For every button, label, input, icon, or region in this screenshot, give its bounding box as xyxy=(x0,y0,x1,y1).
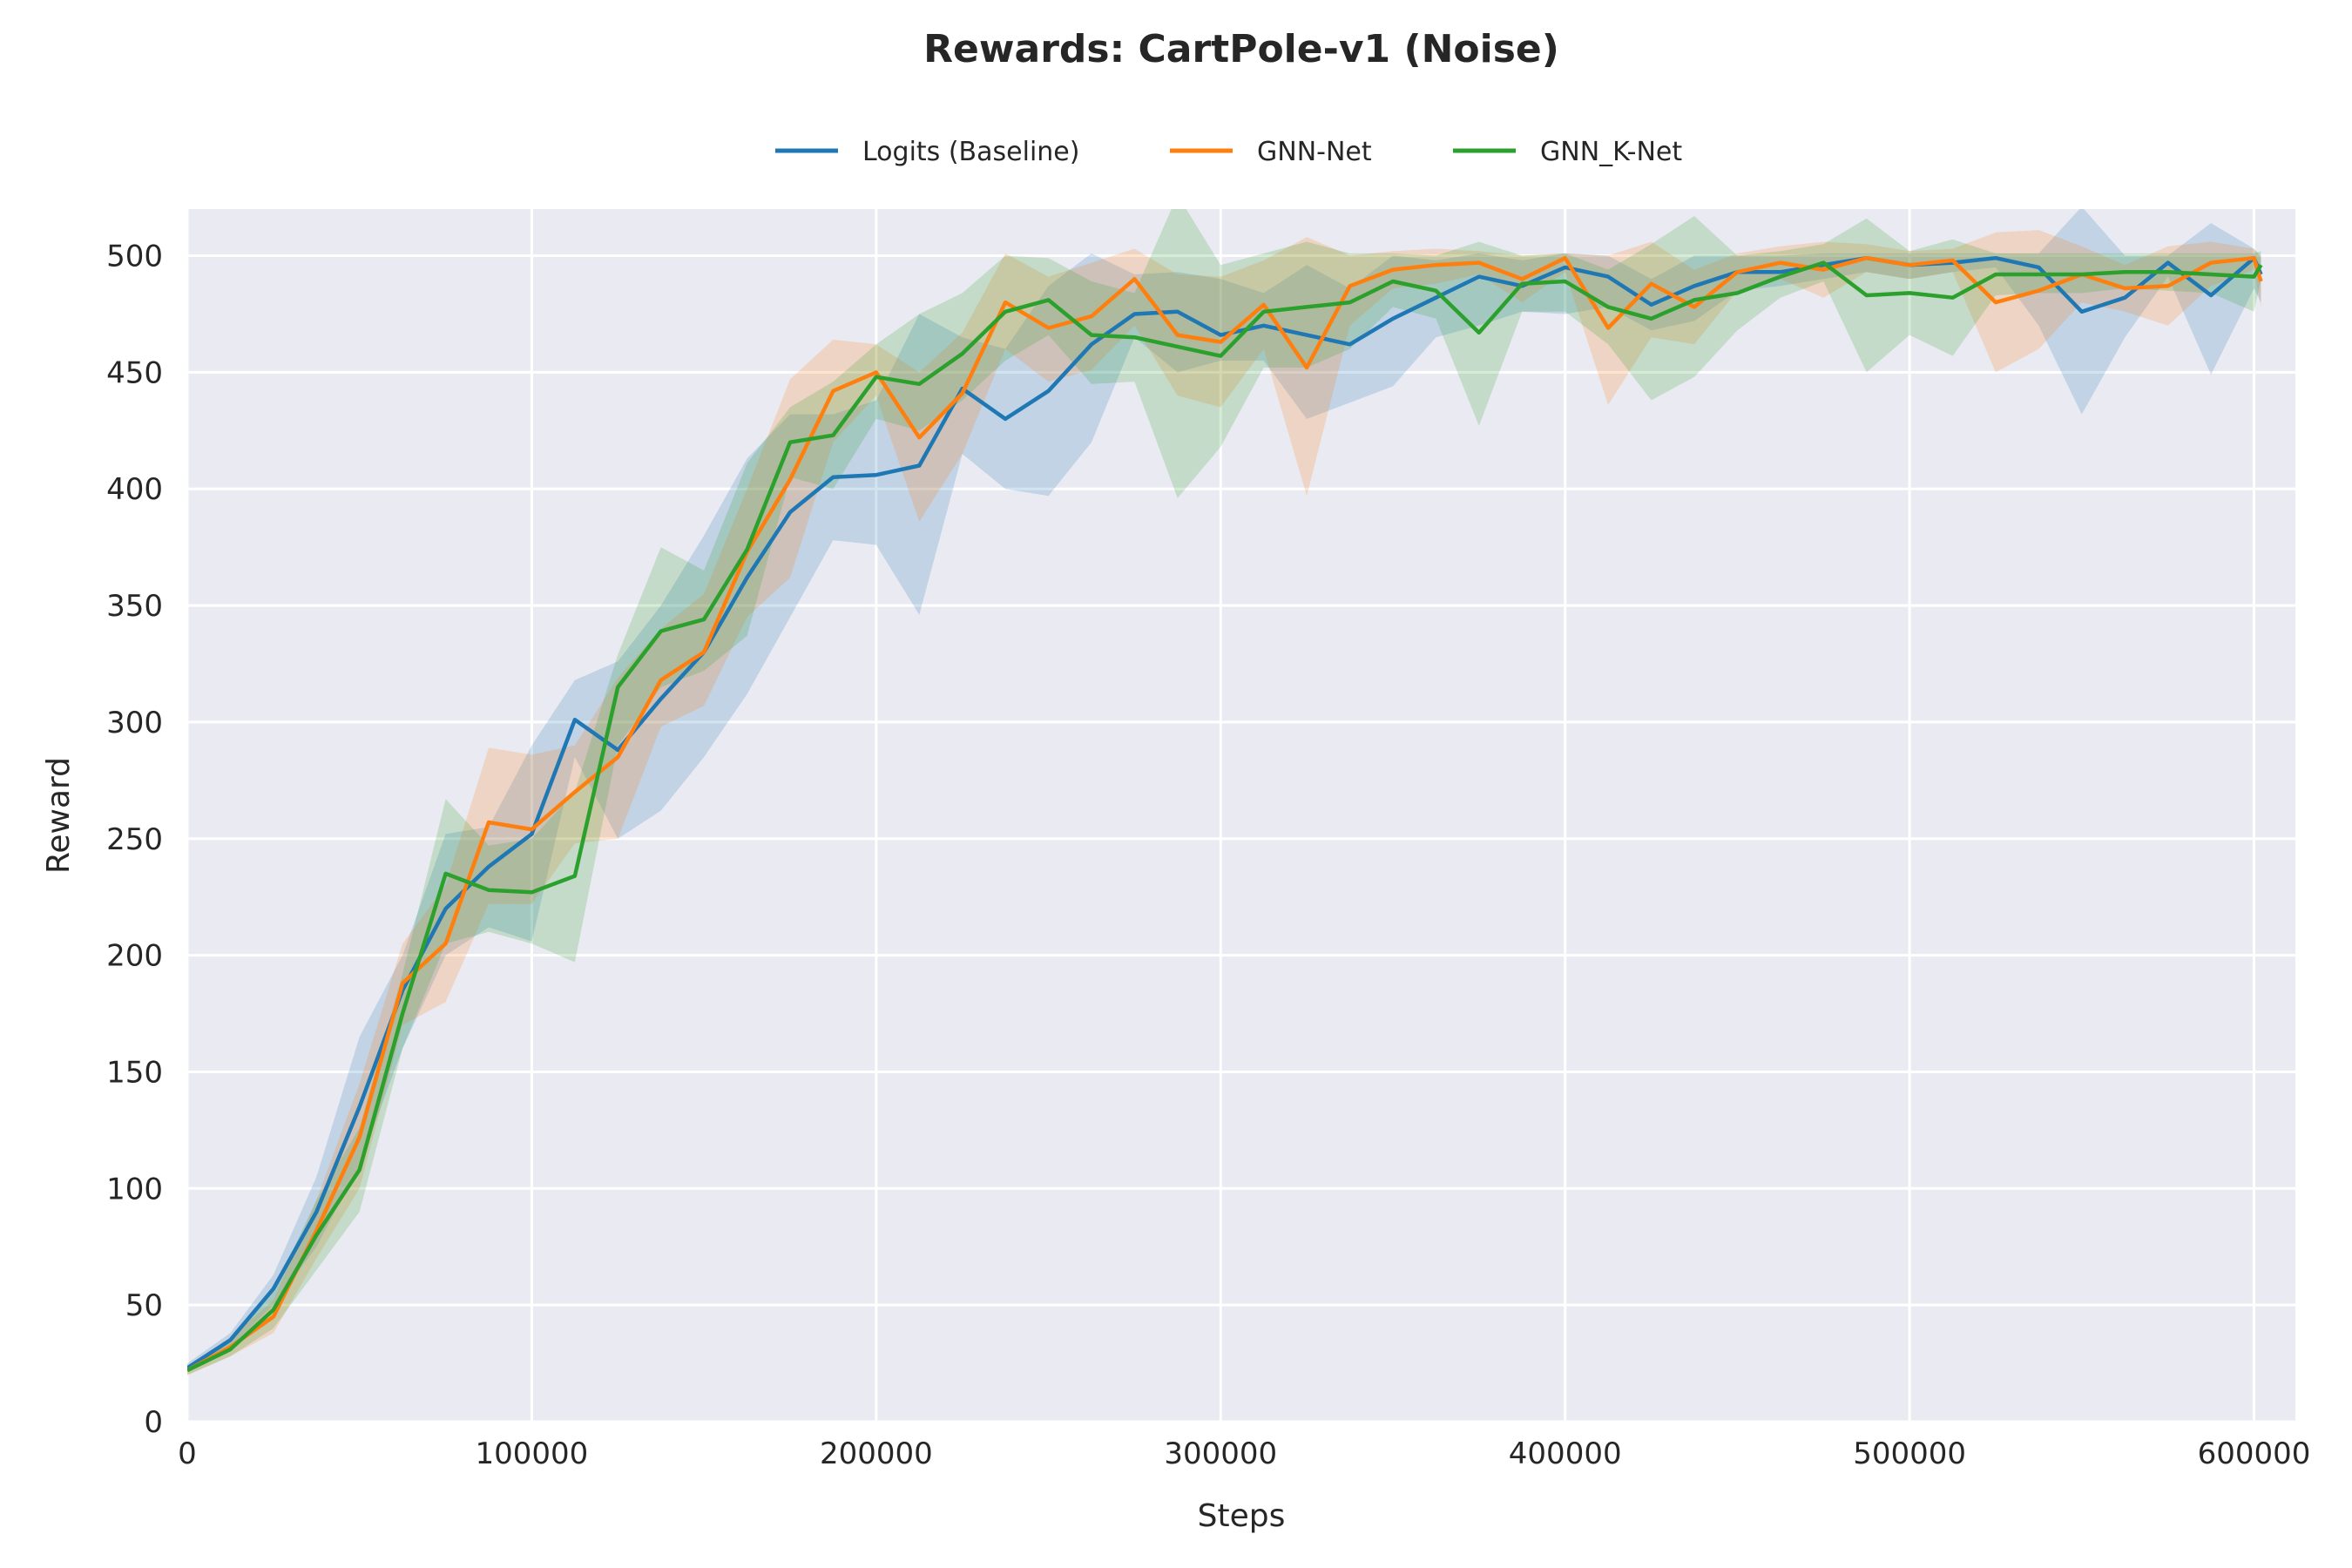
y-tick-label: 200 xyxy=(106,939,163,974)
band-gnn-net xyxy=(187,230,2261,1375)
y-tick-label: 100 xyxy=(106,1172,163,1206)
x-tick-label: 400000 xyxy=(1509,1436,1622,1471)
confidence-bands xyxy=(187,209,2261,1375)
legend-label-logits: Logits (Baseline) xyxy=(862,137,1079,167)
y-axis-title: Reward xyxy=(41,757,77,874)
y-tick-label: 250 xyxy=(106,822,163,857)
y-axis-ticks: 0 50 100 150 200 250 300 350 400 450 500 xyxy=(106,240,163,1440)
y-tick-label: 0 xyxy=(144,1405,163,1440)
x-axis-ticks: 0 100000 200000 300000 400000 500000 600000 xyxy=(178,1436,2310,1471)
legend: Logits (Baseline) GNN-Net GNN_K-Net xyxy=(775,137,1682,167)
y-tick-label: 500 xyxy=(106,240,163,274)
gridlines xyxy=(186,209,2295,1423)
series-lines xyxy=(187,255,2263,1373)
x-tick-label: 0 xyxy=(178,1436,197,1471)
y-tick-label: 450 xyxy=(106,355,163,390)
x-tick-label: 200000 xyxy=(820,1436,933,1471)
band-gnn-k-net xyxy=(187,209,2261,1375)
band-logits-baseline xyxy=(187,209,2261,1371)
y-tick-label: 400 xyxy=(106,472,163,507)
x-tick-label: 100000 xyxy=(476,1436,589,1471)
y-tick-label: 150 xyxy=(106,1055,163,1090)
line-gnn-net xyxy=(187,255,2263,1373)
line-gnn-k-net xyxy=(187,260,2263,1373)
y-tick-label: 50 xyxy=(125,1288,163,1323)
legend-label-gnn-net: GNN-Net xyxy=(1257,137,1372,167)
legend-label-gnn-k-net: GNN_K-Net xyxy=(1540,137,1682,167)
y-tick-label: 350 xyxy=(106,589,163,624)
y-tick-label: 300 xyxy=(106,706,163,740)
x-axis-title: Steps xyxy=(1198,1498,1286,1534)
x-tick-label: 500000 xyxy=(1853,1436,1966,1471)
x-tick-label: 600000 xyxy=(2198,1436,2311,1471)
chart-title: Rewards: CartPole-v1 (Noise) xyxy=(923,27,1559,71)
x-tick-label: 300000 xyxy=(1164,1436,1277,1471)
